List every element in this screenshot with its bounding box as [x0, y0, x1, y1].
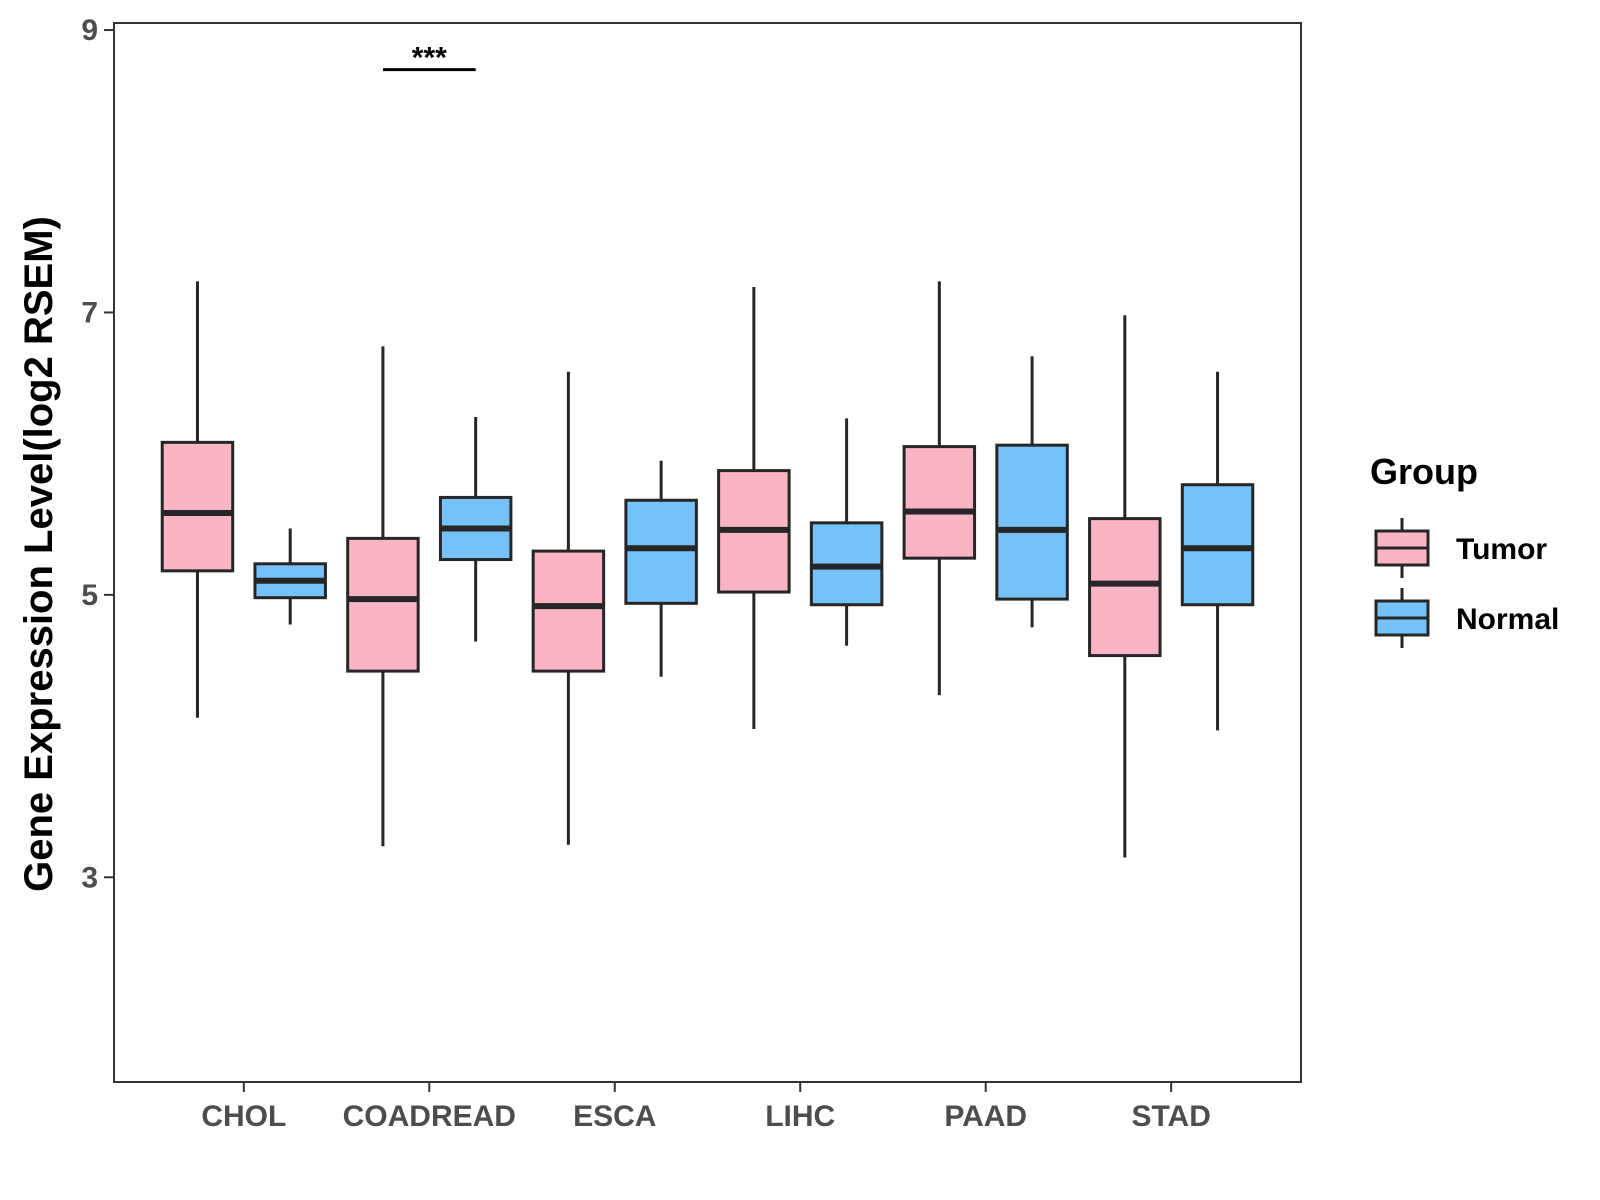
legend-label-tumor: Tumor — [1456, 533, 1547, 566]
y-axis-title: Gene Expression Level(log2 RSEM) — [17, 216, 61, 892]
y-tick-label: 7 — [81, 296, 98, 329]
box-iqr — [624, 498, 698, 605]
panel-border — [113, 22, 1302, 1083]
axes: 3 5 7 9 CHOL COADREAD ESCA LIHC PAAD STAD — [81, 14, 1211, 1133]
box-iqr — [160, 440, 235, 573]
box-normal-coadread — [438, 416, 513, 642]
box-iqr — [1180, 483, 1255, 607]
box-normal-stad — [1180, 371, 1255, 731]
legend-key-normal — [1374, 588, 1430, 648]
legend-label-normal: Normal — [1456, 603, 1559, 636]
box-tumor-esca — [531, 371, 606, 845]
box-iqr — [1088, 517, 1162, 658]
x-tick-label: ESCA — [573, 1100, 656, 1133]
plot-area — [113, 22, 1302, 1083]
legend-key-tumor — [1374, 518, 1430, 578]
significance-label: *** — [412, 42, 447, 75]
legend: Group Tumor Normal — [1370, 451, 1559, 648]
box-iqr — [995, 443, 1069, 601]
x-tick-label: STAD — [1131, 1100, 1210, 1133]
x-tick-label: COADREAD — [343, 1100, 516, 1133]
box-iqr — [531, 549, 606, 673]
box-plot-marks: *** — [160, 42, 1255, 858]
y-tick-label: 5 — [81, 579, 98, 612]
box-tumor-lihc — [717, 287, 791, 729]
x-tick-label: CHOL — [201, 1100, 286, 1133]
x-tick-label: LIHC — [765, 1100, 835, 1133]
box-tumor-chol — [160, 281, 235, 718]
legend-title: Group — [1370, 451, 1478, 492]
x-tick-label: PAAD — [944, 1100, 1027, 1133]
box-iqr — [902, 445, 977, 560]
box-tumor-coadread — [346, 346, 420, 847]
y-tick-label: 3 — [81, 861, 98, 894]
box-normal-esca — [624, 460, 698, 677]
y-tick-label: 9 — [81, 14, 98, 47]
box-normal-lihc — [809, 418, 884, 646]
box-normal-paad — [995, 356, 1069, 628]
box-tumor-paad — [902, 281, 977, 696]
box-tumor-stad — [1088, 315, 1162, 858]
box-normal-chol — [253, 528, 327, 625]
box-iqr — [346, 536, 420, 673]
